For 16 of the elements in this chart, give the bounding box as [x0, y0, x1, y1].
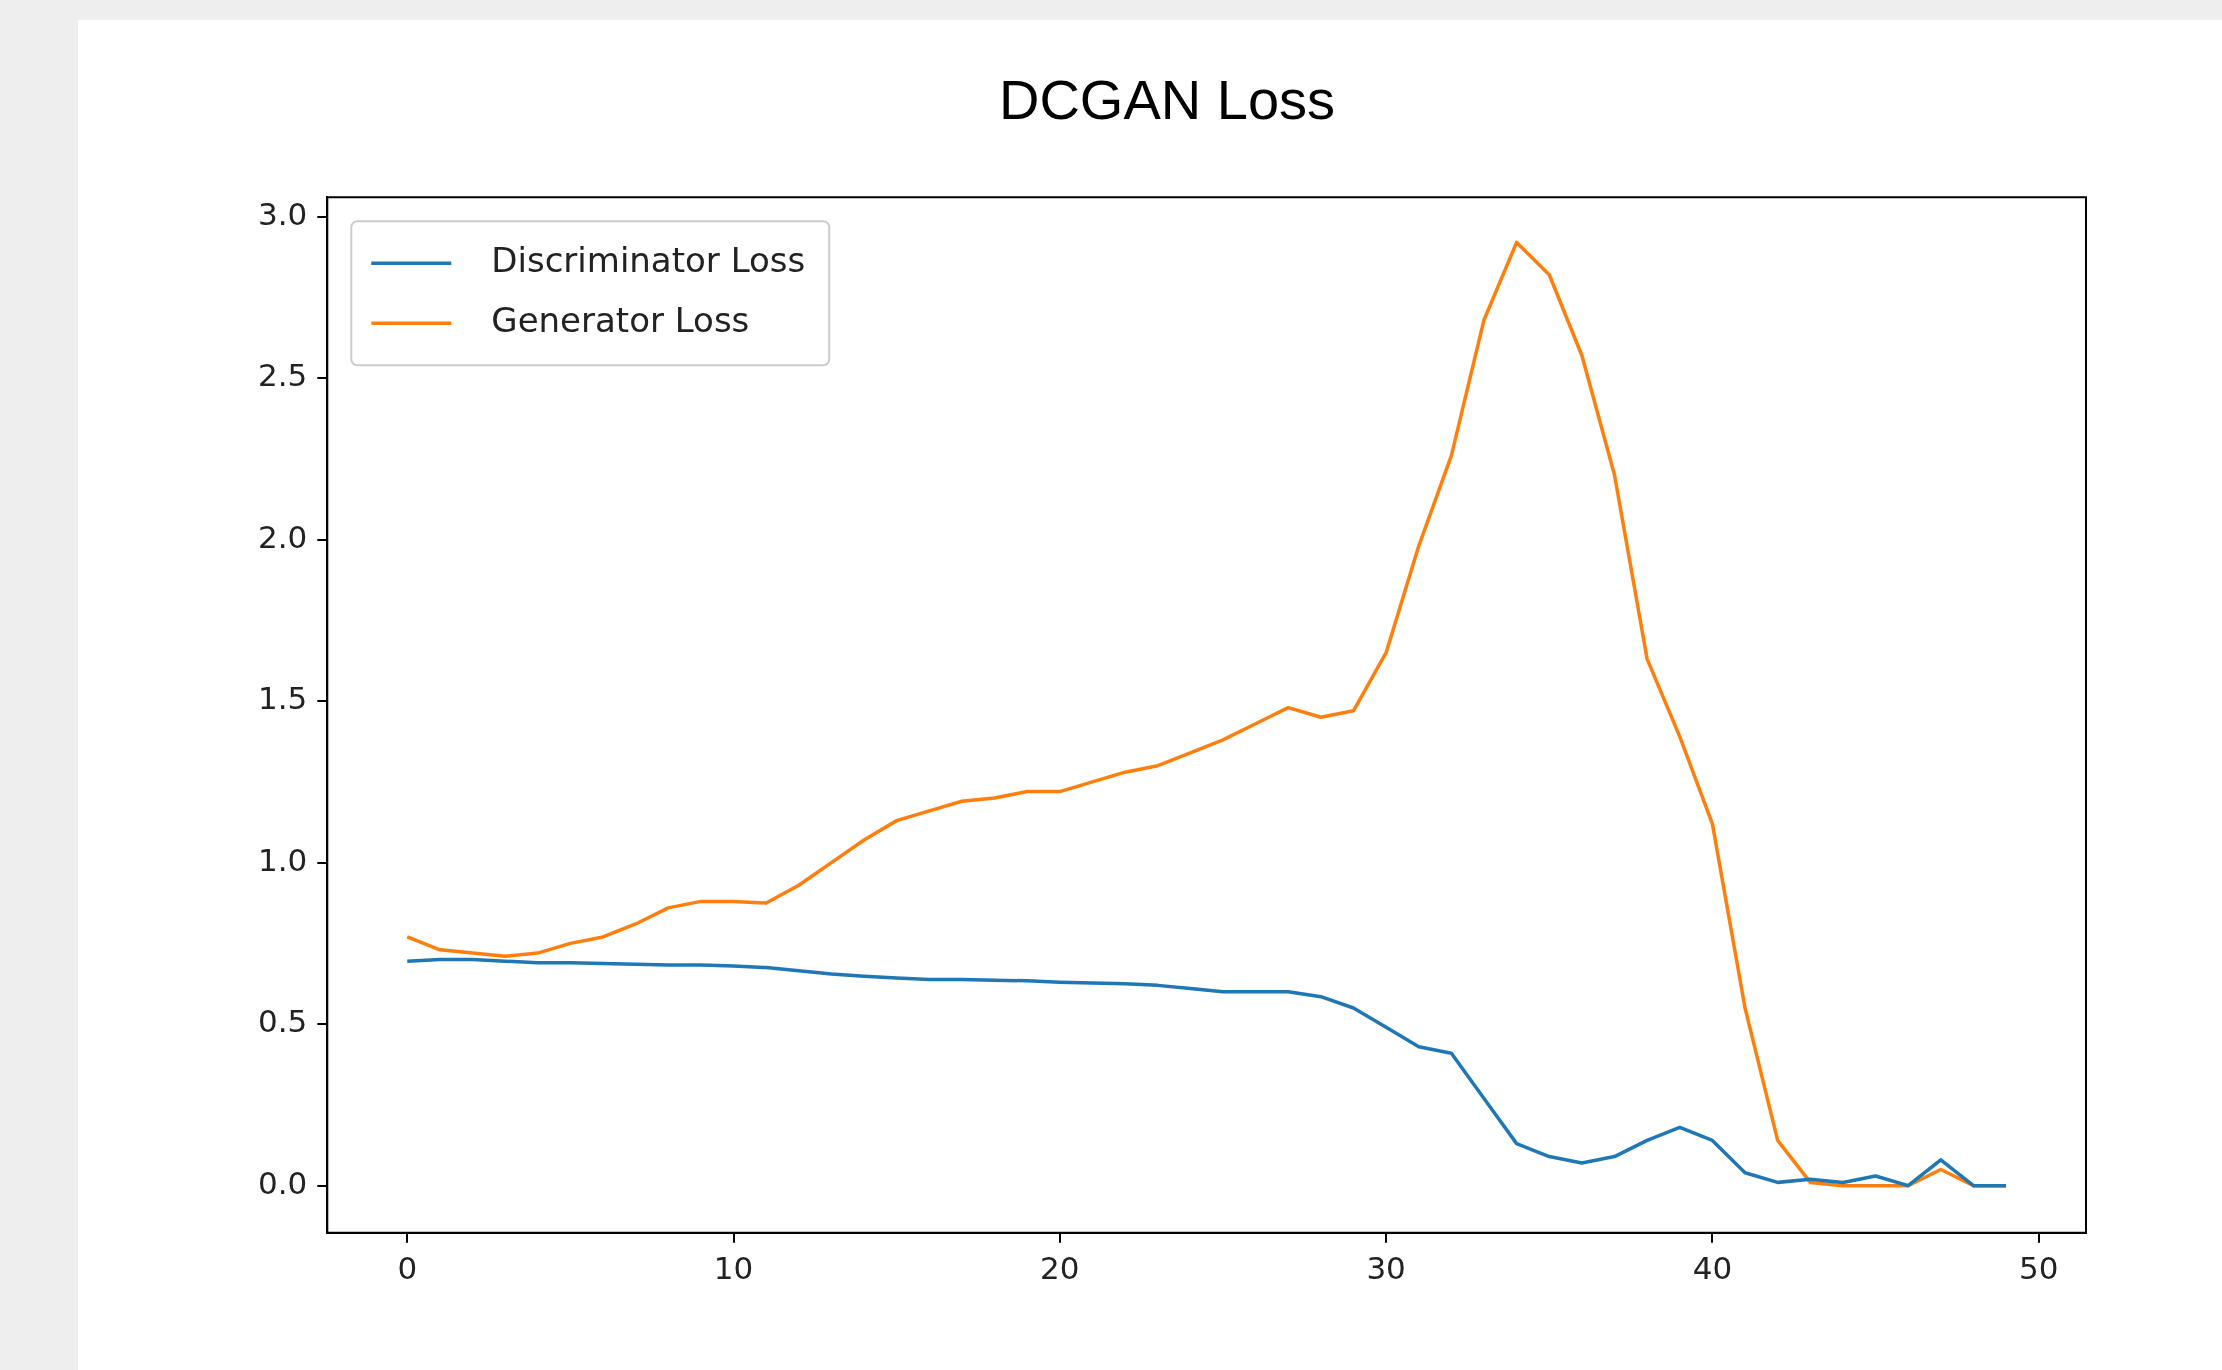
y-tick-label: 2.5	[257, 357, 308, 394]
legend-label: Discriminator Loss	[491, 240, 806, 281]
x-tick-label: 40	[1692, 1250, 1733, 1287]
x-tick-label: 50	[2018, 1250, 2059, 1287]
y-tick-label: 0.0	[257, 1164, 308, 1201]
legend-label: Generator Loss	[491, 300, 750, 341]
x-tick-label: 0	[397, 1250, 418, 1287]
y-tick-label: 1.5	[257, 680, 308, 717]
x-tick-label: 20	[1040, 1250, 1080, 1287]
y-tick-label: 1.0	[257, 841, 308, 878]
x-tick-label: 30	[1366, 1250, 1406, 1287]
x-tick-label: 10	[713, 1250, 754, 1287]
y-tick-label: 3.0	[257, 195, 308, 232]
y-tick-label: 2.0	[257, 518, 308, 555]
y-tick-label: 0.5	[257, 1003, 308, 1040]
chart-title: DCGAN Loss	[998, 68, 1336, 132]
